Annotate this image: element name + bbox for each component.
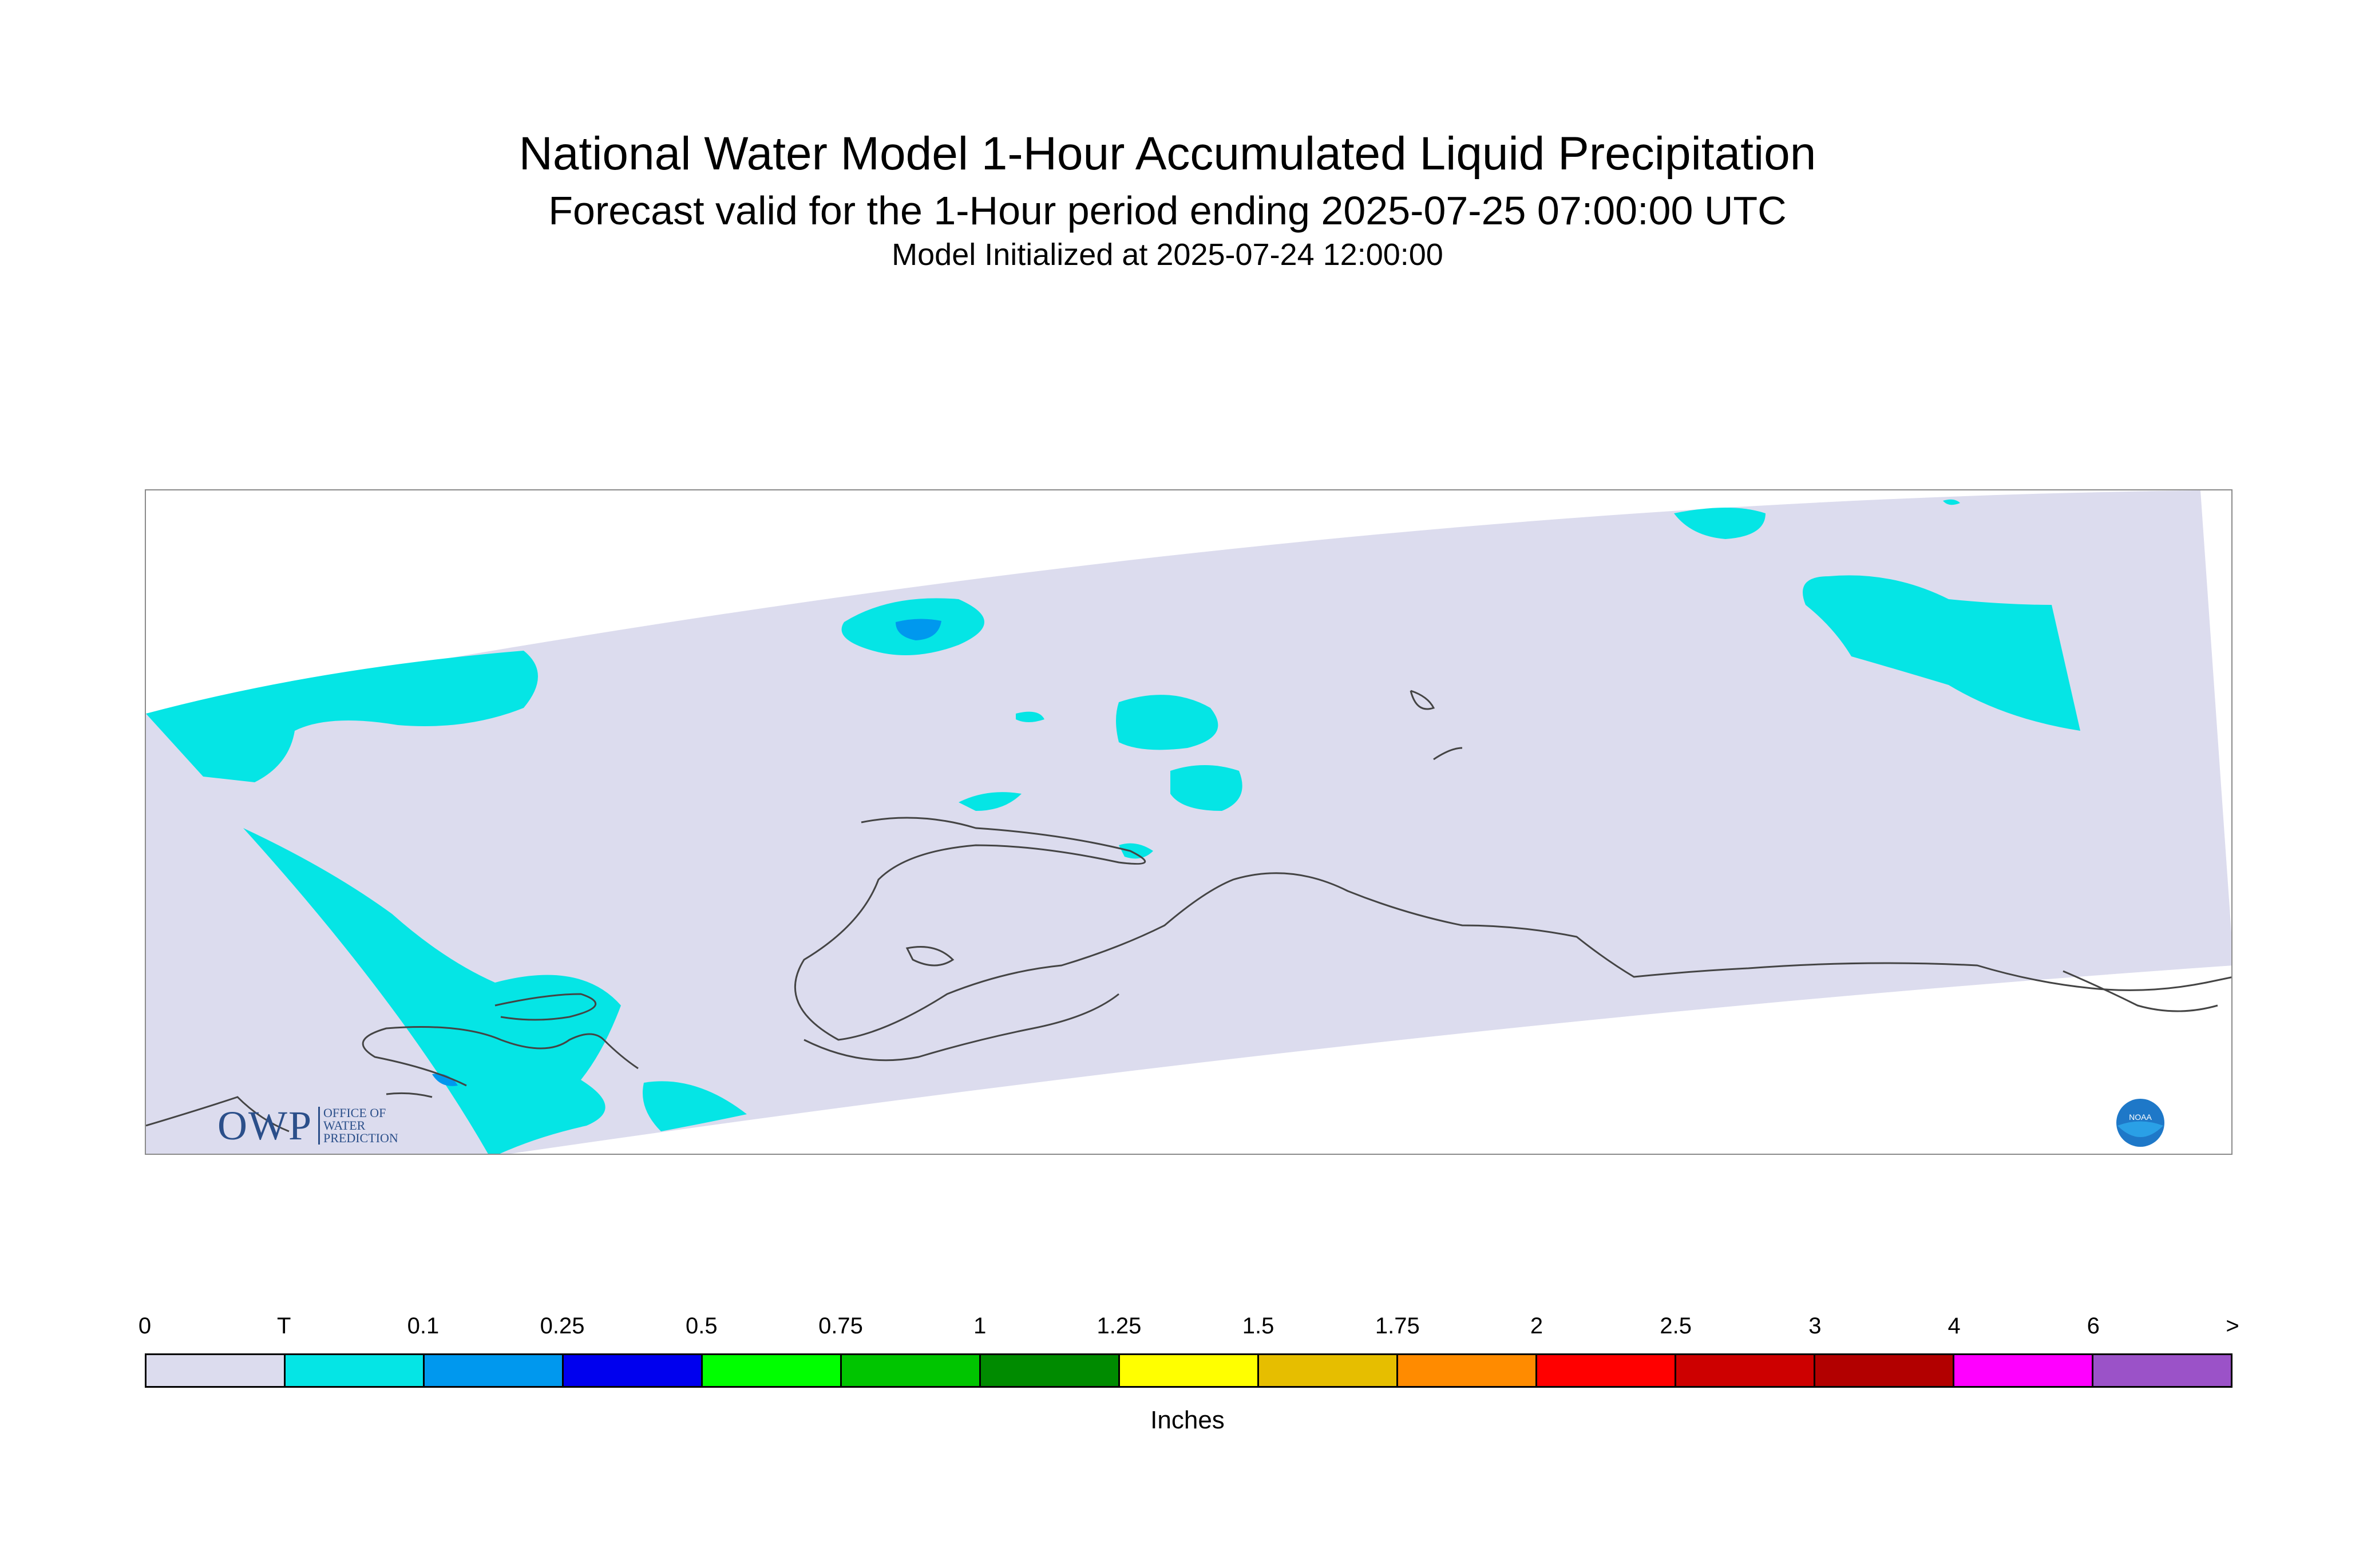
precip-area-north	[1674, 508, 1766, 539]
precip-area-center-3	[959, 792, 1022, 811]
owp-logo: OWP OFFICE OF WATER PREDICTION	[217, 1103, 398, 1149]
legend-tick-label: 0.75	[818, 1313, 863, 1339]
coastline-west	[362, 1026, 639, 1087]
legend-swatch	[1676, 1355, 1815, 1386]
coastline-main	[794, 817, 2231, 1041]
legend-swatch	[2093, 1355, 2231, 1386]
legend-swatch	[703, 1355, 842, 1386]
map-title: National Water Model 1-Hour Accumulated …	[518, 128, 1816, 180]
precip-spot-west	[432, 1074, 458, 1086]
legend-tick-label: 0.25	[540, 1313, 585, 1339]
precip-area-center-1	[1116, 695, 1218, 750]
precip-area-small-ne	[1943, 499, 1960, 505]
light-precip-areas	[432, 619, 941, 1086]
precip-area-center-2	[1170, 765, 1242, 811]
precip-area-south	[643, 1081, 747, 1131]
legend-tick-label: 2.5	[1660, 1313, 1692, 1339]
legend-swatch	[147, 1355, 286, 1386]
legend-tick-label: >	[2226, 1313, 2239, 1339]
legend-swatch	[1815, 1355, 1954, 1386]
legend-swatch	[981, 1355, 1120, 1386]
coastline-southwest-island	[386, 1092, 433, 1098]
svg-text:NOAA: NOAA	[2129, 1112, 2152, 1122]
color-legend	[145, 1353, 2232, 1388]
legend-tick-label: 2	[1530, 1313, 1543, 1339]
coastline-north-2	[1433, 747, 1463, 761]
noaa-logo: NOAA	[2116, 1099, 2164, 1147]
legend-tick-label: 0.1	[407, 1313, 440, 1339]
legend-swatch	[286, 1355, 425, 1386]
legend-tick-label: 0	[138, 1313, 152, 1339]
precip-area-nw	[146, 651, 538, 782]
coastline-west-2	[494, 993, 597, 1021]
coastline-peninsula	[803, 993, 1119, 1062]
coastline-ne	[2063, 970, 2218, 1012]
coastlines	[146, 690, 2231, 1133]
owp-logo-subtext: OFFICE OF WATER PREDICTION	[318, 1107, 398, 1145]
model-domain	[146, 490, 2231, 1154]
coastline-north-1	[1410, 690, 1435, 710]
coastline-sw	[146, 1096, 290, 1133]
map-panel: OWP OFFICE OF WATER PREDICTION NOAA	[145, 489, 2232, 1155]
legend-swatch	[842, 1355, 981, 1386]
legend-swatch	[425, 1355, 564, 1386]
legend-tick-label: 3	[1808, 1313, 1822, 1339]
precip-area-center-5	[1119, 843, 1153, 859]
precip-area-ne	[1803, 575, 2080, 731]
precip-area-center-4	[1016, 711, 1044, 722]
legend-swatch	[1259, 1355, 1398, 1386]
model-init-subtitle: Model Initialized at 2025-07-24 12:00:00	[892, 237, 1443, 272]
legend-tick-label: 4	[1948, 1313, 1961, 1339]
precip-spot-north	[896, 619, 941, 640]
forecast-valid-subtitle: Forecast valid for the 1-Hour period end…	[548, 188, 1787, 233]
legend-tick-label: 6	[2087, 1313, 2100, 1339]
legend-swatch	[1120, 1355, 1259, 1386]
legend-tick-label: 1.5	[1242, 1313, 1274, 1339]
legend-swatch	[1954, 1355, 2093, 1386]
legend-swatch	[564, 1355, 703, 1386]
legend-swatch	[1398, 1355, 1537, 1386]
owp-logo-text: OWP	[217, 1102, 312, 1149]
precipitation-map	[146, 490, 2231, 1154]
legend-tick-label: 0.5	[685, 1313, 718, 1339]
coastline-island	[905, 946, 955, 967]
legend-tick-label: 1.75	[1375, 1313, 1420, 1339]
legend-tick-label: 1.25	[1097, 1313, 1142, 1339]
legend-tick-label: 1	[973, 1313, 987, 1339]
legend-units-label: Inches	[1150, 1406, 1225, 1434]
legend-swatch	[1537, 1355, 1676, 1386]
precip-area-west-coast	[243, 828, 621, 1154]
legend-tick-label: T	[276, 1313, 291, 1339]
